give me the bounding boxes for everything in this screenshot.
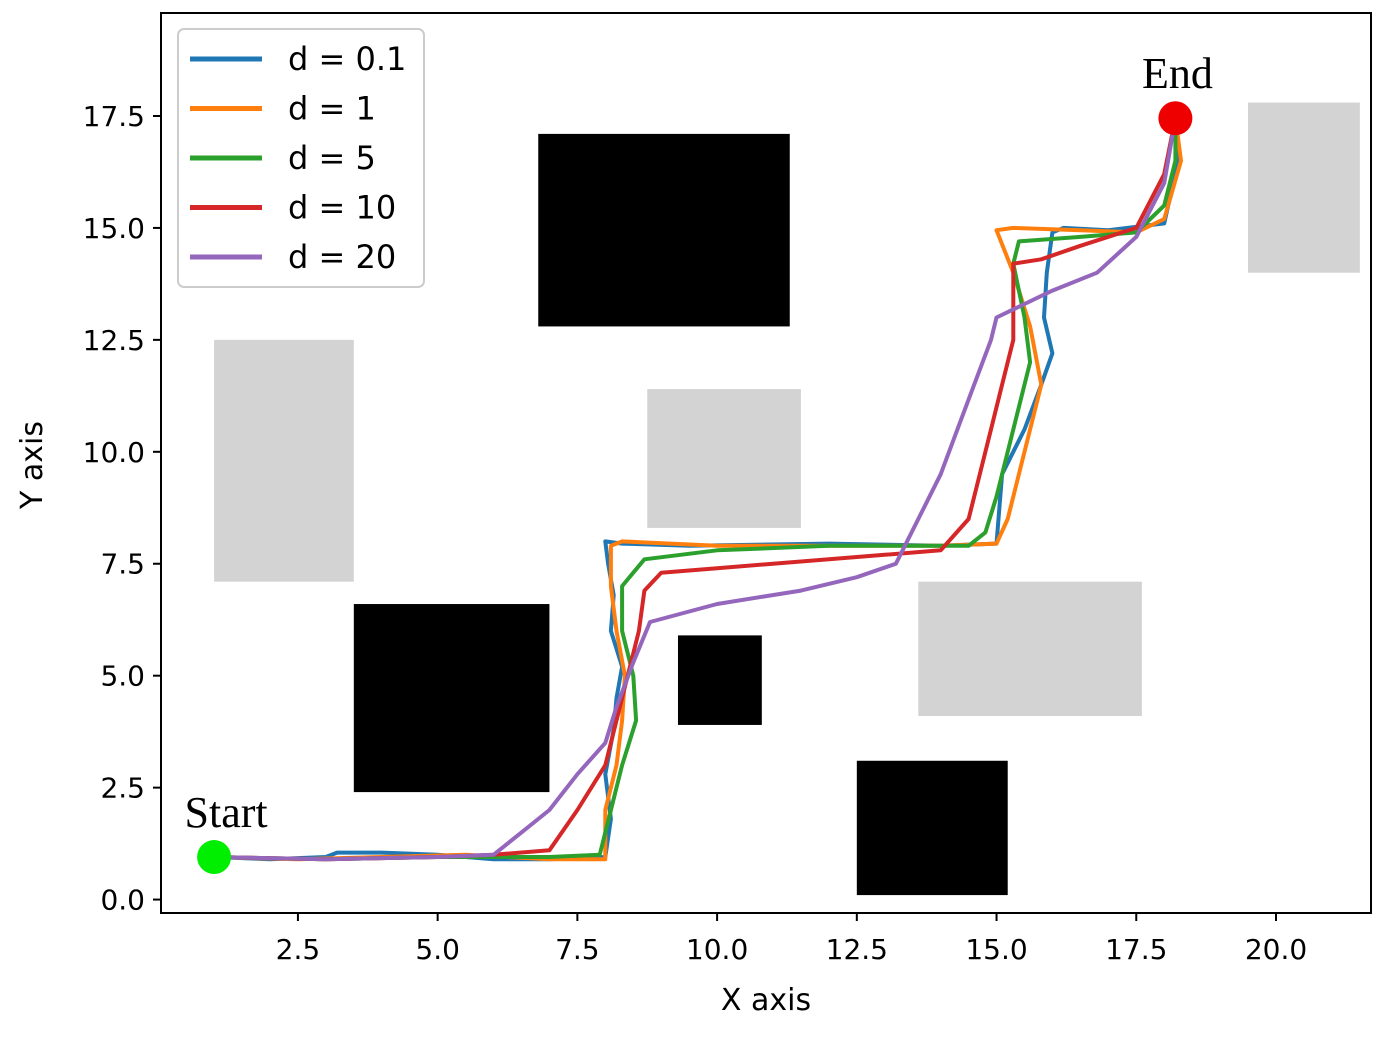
legend-label-3: d = 10 xyxy=(288,189,396,227)
series-path-3 xyxy=(212,116,1178,862)
start-label: Start xyxy=(185,788,268,837)
legend-label-4: d = 20 xyxy=(288,238,396,276)
y-tick-label: 15.0 xyxy=(83,212,145,245)
y-tick-label: 12.5 xyxy=(83,324,145,357)
end-label: End xyxy=(1142,49,1213,98)
y-tick-label: 7.5 xyxy=(100,548,145,581)
gray-obstacle xyxy=(918,581,1142,716)
series-path-2 xyxy=(212,116,1178,862)
black-obstacle xyxy=(856,760,1008,896)
x-tick-label: 15.0 xyxy=(965,933,1027,966)
black-obstacle xyxy=(538,133,790,327)
x-tick-label: 20.0 xyxy=(1245,933,1307,966)
series-path-4 xyxy=(212,116,1178,862)
tick-layer: 2.5 5.0 7.5 10.0 12.5 15.0 17.5 20.0 0.0 2.5 5.0 7.… xyxy=(83,100,1308,966)
x-tick-label: 5.0 xyxy=(415,933,460,966)
y-tick-label: 10.0 xyxy=(83,436,145,469)
legend-label-1: d = 1 xyxy=(288,90,376,128)
legend-box xyxy=(177,28,425,288)
y-tick-label: 0.0 xyxy=(100,884,145,917)
y-tick-label: 5.0 xyxy=(100,660,145,693)
marker-layer: Start End xyxy=(185,49,1213,875)
x-tick-label: 7.5 xyxy=(555,933,600,966)
y-tick-label: 17.5 xyxy=(83,100,145,133)
legend-label-0: d = 0.1 xyxy=(288,40,406,78)
path-layer xyxy=(212,116,1183,862)
x-tick-label: 2.5 xyxy=(276,933,321,966)
gray-obstacle xyxy=(647,389,801,528)
obstacle-layer xyxy=(214,102,1360,896)
plot-frame xyxy=(160,12,1372,914)
gray-obstacle xyxy=(1248,102,1360,273)
start-marker xyxy=(197,840,232,875)
x-tick-label: 10.0 xyxy=(686,933,748,966)
legend: d = 0.1 d = 1 d = 5 d = 10 d = 20 xyxy=(177,28,425,288)
black-obstacle xyxy=(677,635,762,725)
end-marker xyxy=(1158,101,1193,136)
y-axis-label: Y axis xyxy=(15,421,50,510)
x-tick-label: 17.5 xyxy=(1105,933,1167,966)
y-tick-label: 2.5 xyxy=(100,772,145,805)
black-obstacle xyxy=(353,604,550,793)
x-axis-label: X axis xyxy=(721,983,811,1018)
gray-obstacle xyxy=(214,339,354,582)
x-tick-label: 12.5 xyxy=(826,933,888,966)
legend-label-2: d = 5 xyxy=(288,139,376,177)
